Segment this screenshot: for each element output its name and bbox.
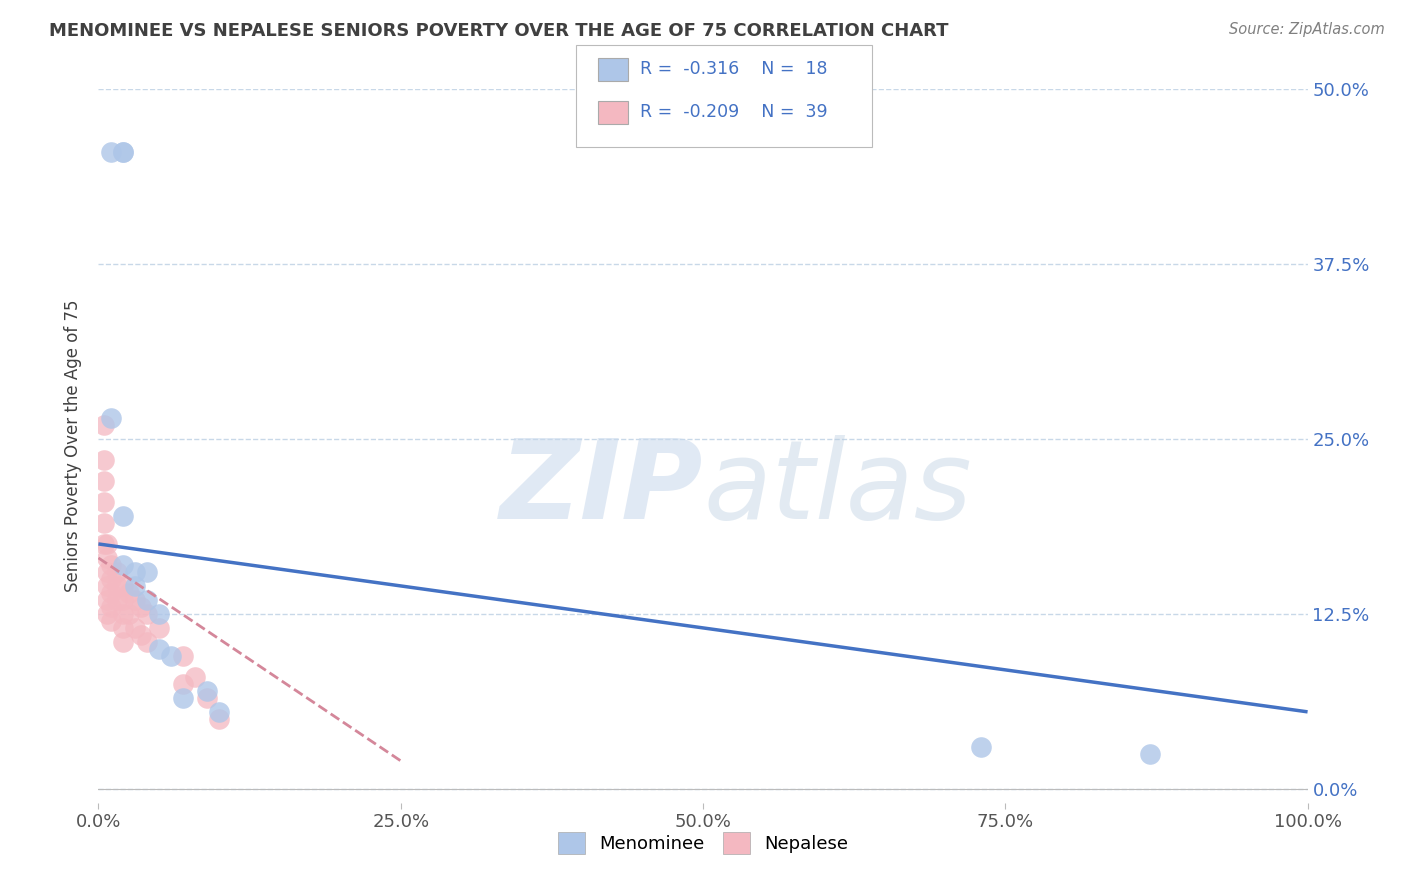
Point xyxy=(135,607,157,621)
Point xyxy=(105,565,128,579)
Point xyxy=(100,614,122,628)
Point xyxy=(93,537,115,551)
Point xyxy=(100,145,122,160)
Point xyxy=(124,579,146,593)
Point xyxy=(100,572,122,586)
Point xyxy=(96,593,118,607)
Point xyxy=(172,677,194,691)
Point xyxy=(148,607,170,621)
Point xyxy=(118,607,141,621)
Point xyxy=(135,635,157,649)
Point xyxy=(100,599,122,614)
Point xyxy=(118,586,141,600)
Point xyxy=(100,558,122,572)
Text: MENOMINEE VS NEPALESE SENIORS POVERTY OVER THE AGE OF 75 CORRELATION CHART: MENOMINEE VS NEPALESE SENIORS POVERTY OV… xyxy=(49,22,949,40)
Point xyxy=(111,593,134,607)
Point xyxy=(184,670,207,684)
Point xyxy=(148,621,170,635)
Point xyxy=(135,565,157,579)
Point xyxy=(111,607,134,621)
Point xyxy=(96,565,118,579)
Text: R =  -0.209    N =  39: R = -0.209 N = 39 xyxy=(640,103,827,120)
Point xyxy=(111,579,134,593)
Point xyxy=(124,565,146,579)
Point xyxy=(105,579,128,593)
Point xyxy=(195,684,218,698)
Point xyxy=(93,417,115,432)
Text: R =  -0.316    N =  18: R = -0.316 N = 18 xyxy=(640,60,827,78)
Legend: Menominee, Nepalese: Menominee, Nepalese xyxy=(551,825,855,862)
Point xyxy=(93,453,115,467)
Point xyxy=(96,537,118,551)
Point xyxy=(93,474,115,488)
Point xyxy=(208,712,231,726)
Point xyxy=(111,558,134,572)
Point xyxy=(129,599,152,614)
Point xyxy=(111,635,134,649)
Y-axis label: Seniors Poverty Over the Age of 75: Seniors Poverty Over the Age of 75 xyxy=(65,300,83,592)
Point xyxy=(148,641,170,656)
Point xyxy=(111,145,134,160)
Point xyxy=(111,145,134,160)
Point xyxy=(100,411,122,425)
Point xyxy=(208,705,231,719)
Point xyxy=(1139,747,1161,761)
Point xyxy=(96,579,118,593)
Point xyxy=(195,690,218,705)
Point xyxy=(105,593,128,607)
Point xyxy=(124,621,146,635)
Point xyxy=(93,495,115,509)
Point xyxy=(970,739,993,754)
Point xyxy=(111,621,134,635)
Text: ZIP: ZIP xyxy=(499,435,703,542)
Text: Source: ZipAtlas.com: Source: ZipAtlas.com xyxy=(1229,22,1385,37)
Point xyxy=(100,586,122,600)
Point xyxy=(172,690,194,705)
Point xyxy=(124,593,146,607)
Point xyxy=(135,593,157,607)
Point xyxy=(172,648,194,663)
Point xyxy=(160,648,183,663)
Point xyxy=(96,607,118,621)
Point xyxy=(96,550,118,565)
Point xyxy=(93,516,115,530)
Point xyxy=(129,628,152,642)
Point xyxy=(111,508,134,523)
Text: atlas: atlas xyxy=(703,435,972,542)
